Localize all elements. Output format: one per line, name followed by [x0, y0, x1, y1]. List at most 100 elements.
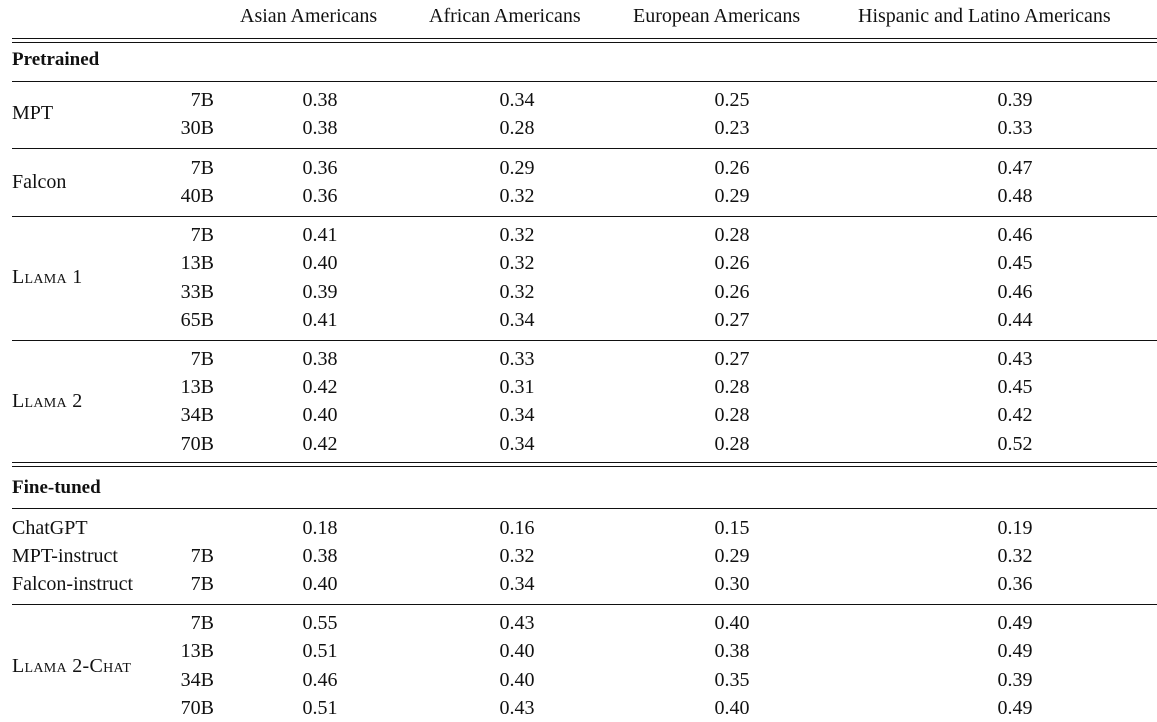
model-name-mpt: MPT [12, 102, 54, 124]
table-cell: 0.38 [302, 545, 338, 567]
table-cell: 0.45 [997, 252, 1033, 274]
group-rule [12, 148, 1157, 149]
table-cell: 0.44 [997, 309, 1033, 331]
model-size: 13B [180, 252, 214, 274]
table-cell: 0.32 [499, 224, 535, 246]
model-name-falcon: Falcon [12, 171, 67, 193]
group-rule [12, 604, 1157, 605]
model-size: 7B [190, 573, 214, 595]
column-header-european-americans: European Americans [633, 5, 801, 27]
group-rule [12, 340, 1157, 341]
table-cell: 0.16 [499, 517, 535, 539]
model-size: 7B [190, 224, 214, 246]
model-name-chatgpt: ChatGPT [12, 517, 88, 539]
table-cell: 0.40 [499, 669, 535, 691]
table-cell: 0.46 [997, 281, 1033, 303]
model-size: 33B [180, 281, 214, 303]
table-cell: 0.31 [499, 376, 535, 398]
table-cell: 0.42 [302, 433, 338, 455]
model-name-llama-2: Llama 2 [12, 390, 83, 412]
table-cell: 0.28 [499, 117, 535, 139]
section-label-fine-tuned: Fine-tuned [12, 477, 101, 498]
model-size: 34B [180, 669, 214, 691]
table-cell: 0.51 [302, 640, 338, 662]
table-cell: 0.40 [499, 640, 535, 662]
table-cell: 0.46 [302, 669, 338, 691]
table-cell: 0.29 [714, 185, 750, 207]
table-cell: 0.43 [499, 612, 535, 634]
model-name-falcon-instruct: Falcon-instruct [12, 573, 134, 595]
table-cell: 0.38 [302, 117, 338, 139]
table-cell: 0.19 [997, 517, 1033, 539]
table-cell: 0.32 [499, 252, 535, 274]
section-rule [12, 81, 1157, 82]
table-cell: 0.32 [499, 545, 535, 567]
table-cell: 0.40 [302, 252, 338, 274]
table-cell: 0.40 [714, 612, 750, 634]
table-cell: 0.49 [997, 612, 1033, 634]
table-cell: 0.36 [997, 573, 1033, 595]
table-cell: 0.49 [997, 640, 1033, 662]
table-cell: 0.40 [302, 573, 338, 595]
model-size: 7B [190, 89, 214, 111]
table-cell: 0.26 [714, 157, 750, 179]
table-cell: 0.26 [714, 252, 750, 274]
table-cell: 0.41 [302, 224, 338, 246]
header-rule-top [12, 38, 1157, 39]
table-cell: 0.35 [714, 669, 750, 691]
table-cell: 0.51 [302, 697, 338, 719]
table-cell: 0.47 [997, 157, 1033, 179]
table-cell: 0.26 [714, 281, 750, 303]
section-label-pretrained: Pretrained [12, 49, 100, 70]
table-cell: 0.23 [714, 117, 750, 139]
table-cell: 0.42 [997, 404, 1033, 426]
table-cell: 0.32 [499, 281, 535, 303]
model-size: 7B [190, 545, 214, 567]
table-cell: 0.49 [997, 697, 1033, 719]
model-size: 30B [180, 117, 214, 139]
table-cell: 0.32 [499, 185, 535, 207]
model-name-mpt-instruct: MPT-instruct [12, 545, 118, 567]
table-cell: 0.34 [499, 433, 535, 455]
model-name-llama-2-chat: Llama 2-Chat [12, 655, 132, 677]
table-cell: 0.43 [499, 697, 535, 719]
table-cell: 0.39 [997, 669, 1033, 691]
table-cell: 0.55 [302, 612, 338, 634]
table-cell: 0.52 [997, 433, 1033, 455]
section-rule [12, 508, 1157, 509]
model-size: 7B [190, 348, 214, 370]
table-cell: 0.40 [302, 404, 338, 426]
table-cell: 0.36 [302, 157, 338, 179]
model-size: 7B [190, 157, 214, 179]
table-cell: 0.29 [499, 157, 535, 179]
table-cell: 0.33 [499, 348, 535, 370]
model-size: 34B [180, 404, 214, 426]
table-cell: 0.48 [997, 185, 1033, 207]
model-size: 7B [190, 612, 214, 634]
model-name-llama-1: Llama 1 [12, 266, 83, 288]
model-size: 13B [180, 376, 214, 398]
table-cell: 0.41 [302, 309, 338, 331]
table-cell: 0.27 [714, 348, 750, 370]
table-cell: 0.38 [302, 348, 338, 370]
model-size: 13B [180, 640, 214, 662]
table-cell: 0.34 [499, 89, 535, 111]
table-cell: 0.38 [714, 640, 750, 662]
group-rule [12, 216, 1157, 217]
table-cell: 0.32 [997, 545, 1033, 567]
model-size: 40B [180, 185, 214, 207]
table-cell: 0.28 [714, 376, 750, 398]
table-cell: 0.18 [302, 517, 338, 539]
table-cell: 0.38 [302, 89, 338, 111]
column-header-hispanic-latino-americans: Hispanic and Latino Americans [858, 5, 1111, 27]
table-cell: 0.36 [302, 185, 338, 207]
table-cell: 0.34 [499, 309, 535, 331]
table-cell: 0.28 [714, 224, 750, 246]
model-size: 70B [180, 433, 214, 455]
table-cell: 0.25 [714, 89, 750, 111]
table-cell: 0.34 [499, 404, 535, 426]
header-rule-bottom [12, 42, 1157, 43]
table-cell: 0.40 [714, 697, 750, 719]
table-cell: 0.46 [997, 224, 1033, 246]
